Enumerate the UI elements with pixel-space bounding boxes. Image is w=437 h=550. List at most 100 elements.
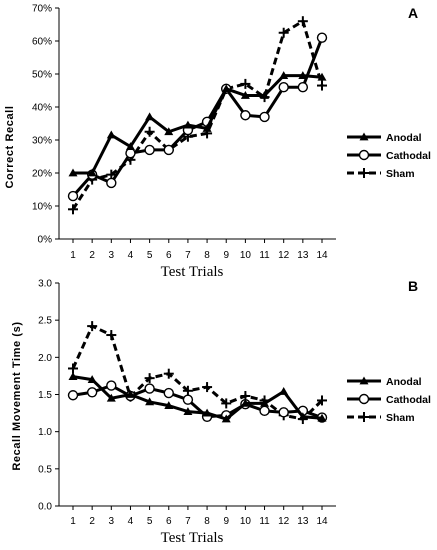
panel-a-x-tick-label: 14 (316, 250, 328, 261)
panel-a-legend-label-sham: Sham (386, 168, 415, 180)
panel-a-sham-point (278, 27, 289, 38)
panel-b-sham-point (106, 330, 117, 341)
panel-b-sham-point (202, 382, 213, 393)
panel-b-legend-label-sham: Sham (386, 412, 415, 424)
panel-b-x-tick-label: 7 (185, 516, 191, 527)
panel-b-sham-point (317, 395, 327, 406)
panel-a-x-tick-label: 1 (70, 250, 76, 261)
panel-b-legend-marker-cathodal (358, 393, 370, 405)
panel-a-y-tick-label: 50% (32, 70, 52, 81)
panel-a-anodal-point (87, 168, 97, 177)
panel-a-label: A (408, 5, 418, 21)
panel-a-anodal-point (68, 168, 78, 177)
panel-a-legend-item-sham: Sham (347, 168, 415, 180)
panel-b-cathodal-point (67, 390, 79, 401)
panel-a-y-tick-label: 60% (32, 37, 52, 48)
panel-b-x-tick-label: 9 (223, 516, 229, 527)
panel-a-anodal-point (317, 72, 327, 81)
panel-a-legend-marker-cathodal (358, 149, 370, 161)
panel-b-y-tick-label: 2.5 (38, 316, 52, 327)
panel-b-y-tick-label: 0.5 (38, 464, 52, 475)
panel-a-anodal-point (145, 112, 155, 121)
panel-a-series-anodal (68, 71, 327, 177)
panel-a-anodal-point (260, 90, 270, 99)
panel-b-cathodal-point (278, 407, 289, 418)
panel-a-sham-point (240, 78, 251, 89)
panel-b-anodal-point (221, 414, 231, 423)
panel-b-x-tick-label: 14 (316, 516, 328, 527)
panel-a-cathodal-point (125, 147, 136, 159)
panel-b-sham-line (71, 324, 324, 421)
panel-a-anodal-point (125, 142, 135, 150)
panel-b-y-tick-label: 0.0 (38, 502, 52, 513)
panel-a-legend-marker-sham (359, 168, 369, 178)
panel-a-sham-point (144, 126, 155, 137)
panel-a-x-tick-label: 6 (166, 250, 172, 261)
panel-a-x-tick-label: 2 (89, 250, 95, 261)
panel-a-x-tick-label: 13 (297, 250, 309, 261)
panel-b-anodal-point (260, 398, 270, 407)
panel-b-anodal-point (240, 398, 250, 407)
panel-a-y-tick-label: 70% (32, 4, 52, 15)
panel-b-cathodal-point (106, 380, 117, 391)
panel-b-x-tick-label: 6 (166, 516, 172, 527)
panel-b-legend-item-sham: Sham (347, 412, 415, 424)
panel-b-x-tick-label: 5 (147, 516, 153, 527)
panel-a-x-tick-label: 4 (128, 250, 134, 261)
panel-b-y-axis-label: Recall Movement Time (s) (11, 321, 23, 470)
panel-a-x-tick-label: 7 (185, 250, 191, 261)
panel-a-sham-point (297, 16, 308, 27)
panel-a-legend-label-anodal: Anodal (386, 132, 422, 144)
panel-b-label: B (408, 278, 418, 294)
panel-a-anodal-point (221, 84, 231, 93)
panel-a-cathodal-point (316, 32, 328, 43)
panel-b-x-tick-label: 3 (109, 516, 115, 527)
panel-b-cathodal-point (144, 383, 155, 394)
panel-a-sham-point (317, 80, 327, 91)
panel-a-x-tick-label: 3 (109, 250, 115, 261)
panel-b-chart: B Recall Movement Time (s) Test Trials 0… (11, 278, 431, 546)
panel-a-cathodal-point (259, 111, 270, 123)
panel-a-y-tick-label: 10% (32, 202, 52, 213)
panel-a-x-tick-label: 9 (223, 250, 229, 261)
panel-b-y-tick-label: 1.0 (38, 427, 52, 438)
panel-b-y-tick-label: 2.0 (38, 353, 52, 364)
panel-b-anodal-point (164, 401, 174, 410)
panel-b-anodal-point (106, 393, 116, 402)
panel-b-cathodal-point (259, 405, 270, 417)
panel-b-cathodal-point (86, 387, 98, 398)
panel-b-anodal-point (125, 390, 135, 398)
panel-a-y-tick-label: 20% (32, 169, 52, 180)
panel-b-x-tick-label: 4 (128, 516, 134, 527)
panel-b-legend-marker-anodal (359, 376, 369, 385)
panel-b-legend-marker-sham (359, 412, 369, 422)
panel-b-x-tick-label: 12 (278, 516, 290, 527)
panel-b-x-tick-label: 13 (297, 516, 309, 527)
panel-a-x-tick-label: 10 (240, 250, 252, 261)
panel-a-y-tick-label: 30% (32, 136, 52, 147)
panel-a-anodal-point (298, 71, 308, 80)
panel-a-x-tick-label: 5 (147, 250, 153, 261)
panel-a-cathodal-point (240, 110, 251, 121)
panel-b-sham-point (144, 373, 155, 384)
panel-a-legend-item-anodal: Anodal (347, 132, 422, 144)
panel-a-y-tick-label: 40% (32, 103, 52, 114)
panel-b-sham-point (221, 398, 232, 409)
panel-a-x-tick-label: 12 (278, 250, 290, 261)
panel-a-cathodal-point (297, 81, 309, 93)
panel-b-legend-label-cathodal: Cathodal (386, 394, 431, 406)
panel-b-y-tick-label: 3.0 (38, 279, 52, 290)
panel-b-x-tick-label: 11 (259, 516, 270, 527)
panel-b-sham-point (163, 368, 174, 379)
panel-a-sham-point (68, 204, 78, 215)
panel-a-chart: A Correct Recall Test Trials 0% 10% 20% 30%… (4, 4, 431, 281)
panel-a-cathodal-point (163, 144, 174, 156)
panel-b-x-tick-label: 8 (204, 516, 210, 527)
panel-b-legend-label-anodal: Anodal (386, 376, 422, 388)
panel-a-legend-item-cathodal: Cathodal (347, 149, 431, 162)
panel-a-x-tick-label: 11 (259, 250, 270, 261)
panel-a-anodal-point (164, 127, 174, 136)
panel-b-sham-point (182, 385, 193, 396)
panel-b-anodal-point (145, 397, 155, 406)
